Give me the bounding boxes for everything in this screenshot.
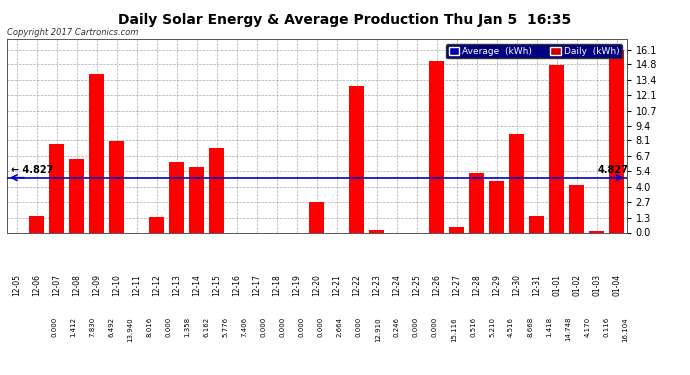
Text: 0.000: 0.000 bbox=[318, 317, 324, 337]
Bar bbox=[189, 167, 204, 232]
Text: 0.000: 0.000 bbox=[432, 317, 438, 337]
Bar bbox=[209, 148, 224, 232]
Bar bbox=[349, 86, 364, 232]
Text: 0.000: 0.000 bbox=[166, 317, 172, 337]
Text: 13.940: 13.940 bbox=[128, 317, 133, 342]
Bar bbox=[529, 216, 544, 232]
Bar bbox=[489, 181, 504, 232]
Bar bbox=[50, 144, 64, 232]
Text: Daily Solar Energy & Average Production Thu Jan 5  16:35: Daily Solar Energy & Average Production … bbox=[119, 13, 571, 27]
Text: 0.246: 0.246 bbox=[394, 317, 400, 337]
Bar bbox=[169, 162, 184, 232]
Text: 0.516: 0.516 bbox=[470, 317, 476, 337]
Text: 0.000: 0.000 bbox=[279, 317, 286, 337]
Text: 4.827: 4.827 bbox=[598, 165, 629, 175]
Text: 12.910: 12.910 bbox=[375, 317, 381, 342]
Text: 16.104: 16.104 bbox=[622, 317, 629, 342]
Text: 2.664: 2.664 bbox=[337, 317, 343, 337]
Text: 0.116: 0.116 bbox=[603, 317, 609, 337]
Text: Copyright 2017 Cartronics.com: Copyright 2017 Cartronics.com bbox=[7, 28, 138, 37]
Bar bbox=[309, 202, 324, 232]
Text: 0.000: 0.000 bbox=[261, 317, 267, 337]
Text: 1.418: 1.418 bbox=[546, 317, 552, 337]
Bar bbox=[89, 74, 104, 232]
Text: 0.000: 0.000 bbox=[413, 317, 419, 337]
Text: 0.000: 0.000 bbox=[356, 317, 362, 337]
Bar bbox=[609, 50, 624, 232]
Legend: Average  (kWh), Daily  (kWh): Average (kWh), Daily (kWh) bbox=[446, 44, 622, 58]
Bar bbox=[469, 173, 484, 232]
Text: 0.000: 0.000 bbox=[299, 317, 305, 337]
Bar bbox=[589, 231, 604, 232]
Text: 7.830: 7.830 bbox=[90, 317, 95, 337]
Text: 1.358: 1.358 bbox=[185, 317, 190, 337]
Text: 15.116: 15.116 bbox=[451, 317, 457, 342]
Text: 1.412: 1.412 bbox=[70, 317, 77, 337]
Text: 4.516: 4.516 bbox=[508, 317, 514, 337]
Text: 8.668: 8.668 bbox=[527, 317, 533, 337]
Text: 6.162: 6.162 bbox=[204, 317, 210, 337]
Bar bbox=[149, 217, 164, 232]
Text: 5.210: 5.210 bbox=[489, 317, 495, 337]
Bar bbox=[109, 141, 124, 232]
Text: ← 4.827: ← 4.827 bbox=[11, 165, 53, 175]
Text: 5.776: 5.776 bbox=[223, 317, 228, 337]
Bar bbox=[429, 61, 444, 232]
Text: 14.748: 14.748 bbox=[565, 317, 571, 341]
Bar bbox=[569, 185, 584, 232]
Bar bbox=[509, 134, 524, 232]
Bar bbox=[369, 230, 384, 232]
Bar bbox=[70, 159, 84, 232]
Text: 8.016: 8.016 bbox=[146, 317, 152, 337]
Bar bbox=[30, 216, 44, 232]
Text: 6.492: 6.492 bbox=[108, 317, 115, 337]
Text: 7.406: 7.406 bbox=[241, 317, 248, 337]
Text: 0.000: 0.000 bbox=[51, 317, 57, 337]
Text: 4.170: 4.170 bbox=[584, 317, 590, 337]
Bar bbox=[549, 65, 564, 232]
Bar bbox=[449, 226, 464, 232]
